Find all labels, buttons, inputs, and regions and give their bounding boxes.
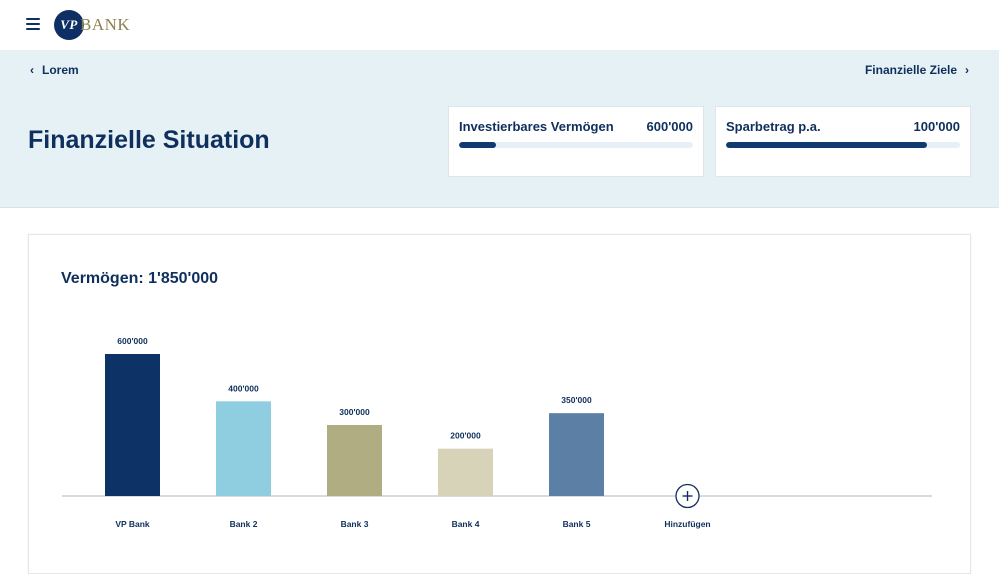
add-bank-button[interactable]: Hinzufügen <box>664 483 711 530</box>
bar-value-label: 300'000 <box>339 407 370 417</box>
panel-title: Vermögen: 1'850'000 <box>61 270 219 287</box>
hamburger-menu-icon[interactable] <box>26 18 40 30</box>
bar-value-label: 200'000 <box>450 431 481 441</box>
bar-bank-3[interactable] <box>327 425 382 496</box>
card-value: 100'000 <box>913 119 960 134</box>
card-value: 600'000 <box>646 119 693 134</box>
top-bar: VP BANK <box>0 0 999 51</box>
bar-bank-2[interactable] <box>216 401 271 496</box>
assets-panel: Vermögen: 1'850'000 600'000 VP Bank 400'00… <box>28 234 971 574</box>
bar-value-label: 350'000 <box>561 395 592 405</box>
header-band: ‹ Lorem Finanzielle Ziele › Finanzielle … <box>0 50 999 208</box>
chevron-right-icon: › <box>965 63 969 77</box>
progress-track <box>459 142 693 148</box>
bar-bank-4[interactable] <box>438 448 493 496</box>
add-bank-label[interactable]: Hinzufügen <box>664 519 710 529</box>
bar-value-label: 400'000 <box>228 383 259 393</box>
category-label: VP Bank <box>115 519 150 529</box>
category-label: Bank 2 <box>230 519 258 529</box>
progress-track <box>726 142 960 148</box>
investable-assets-card[interactable]: Investierbares Vermögen 600'000 <box>448 106 704 177</box>
category-label: Bank 5 <box>563 519 591 529</box>
vp-bank-logo[interactable]: VP BANK <box>54 10 130 40</box>
page-title: Finanzielle Situation <box>28 126 270 154</box>
category-label: Bank 3 <box>341 519 369 529</box>
bar-vp-bank[interactable] <box>105 354 160 496</box>
category-label: Bank 4 <box>452 519 480 529</box>
logo-mark: VP <box>54 10 84 40</box>
bar-value-label: 600'000 <box>117 336 148 346</box>
next-link[interactable]: Finanzielle Ziele › <box>865 63 969 77</box>
back-link[interactable]: ‹ Lorem <box>30 63 79 77</box>
savings-amount-card[interactable]: Sparbetrag p.a. 100'000 <box>715 106 971 177</box>
progress-fill <box>726 142 928 148</box>
next-link-label: Finanzielle Ziele <box>864 63 957 77</box>
back-link-label: Lorem <box>42 63 79 77</box>
chevron-left-icon: ‹ <box>30 63 34 77</box>
card-label: Sparbetrag p.a. <box>726 119 821 134</box>
card-label: Investierbares Vermögen <box>459 119 614 134</box>
progress-fill <box>459 142 497 148</box>
logo-text: BANK <box>80 15 131 34</box>
bar-bank-5[interactable] <box>549 413 604 496</box>
assets-bar-chart: 600'000 VP Bank 400'000 Bank 2 300'000 Bank 3… <box>62 336 932 530</box>
